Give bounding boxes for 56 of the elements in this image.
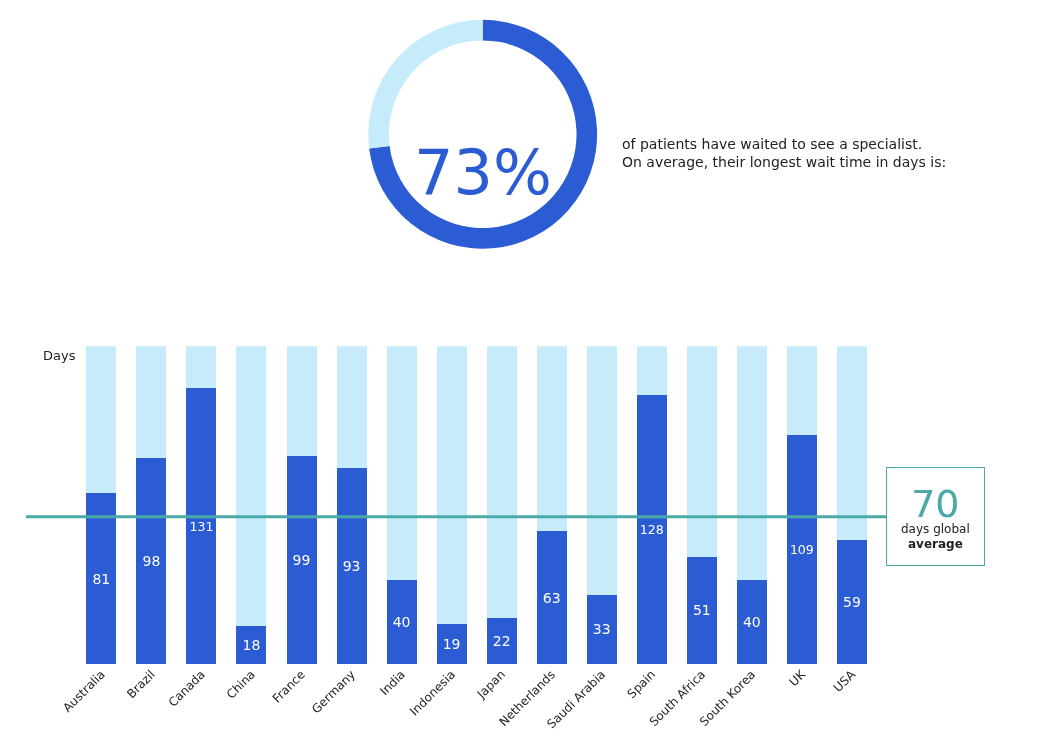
bar: [286, 455, 317, 664]
bar: [136, 457, 167, 664]
bar: [436, 346, 467, 625]
bar: [136, 346, 167, 458]
bar: [636, 394, 667, 664]
donut-slice: [369, 19, 598, 249]
bar: [336, 346, 367, 469]
bar: [836, 346, 867, 540]
data-label: 33: [592, 621, 611, 638]
bar: [236, 346, 267, 627]
data-label: 98: [142, 552, 161, 569]
data-label: 93: [342, 558, 361, 575]
y-axis-title: Days: [43, 348, 76, 363]
data-label: 19: [442, 636, 461, 652]
bar: [336, 468, 367, 664]
bar: [86, 493, 117, 664]
data-label: 128: [639, 521, 664, 537]
bar: [786, 346, 817, 435]
bar: [286, 346, 317, 456]
data-label: 63: [542, 589, 561, 606]
ref-line-label: 70 days global average: [901, 482, 970, 552]
data-label: 81: [92, 570, 111, 587]
data-label: 59: [842, 593, 861, 610]
data-label: 131: [189, 518, 214, 534]
bar: [186, 388, 217, 664]
data-label: 18: [242, 637, 261, 654]
bar: [386, 346, 417, 580]
bar: [486, 617, 517, 664]
bar: [786, 434, 817, 664]
bar: [586, 594, 617, 664]
bar: [586, 346, 617, 595]
bar: [836, 539, 867, 664]
bar: [236, 626, 267, 664]
data-label: 51: [692, 602, 711, 619]
bar: [686, 556, 717, 664]
bar: [86, 346, 117, 494]
x-tick-label: UK: [786, 666, 810, 690]
bar: [186, 346, 217, 389]
bar: [736, 346, 767, 580]
text: 73%: [414, 136, 552, 209]
bar: [686, 346, 717, 557]
bar: [636, 346, 667, 395]
data-label: 22: [492, 632, 511, 649]
data-label: 40: [742, 613, 761, 630]
bar: [536, 346, 567, 532]
data-label: 40: [392, 613, 411, 630]
donut-slice: [368, 19, 483, 149]
data-label: 99: [292, 551, 311, 568]
bar: [436, 624, 467, 664]
x-tick-label: USA: [830, 666, 859, 695]
bar: [536, 531, 567, 664]
data-label: 109: [789, 541, 814, 557]
bar: [486, 346, 517, 618]
bar: [736, 579, 767, 664]
bar: [386, 579, 417, 664]
text: of patients have waited to see a specialist. On average, their longest wait time in days is:: [622, 136, 947, 171]
